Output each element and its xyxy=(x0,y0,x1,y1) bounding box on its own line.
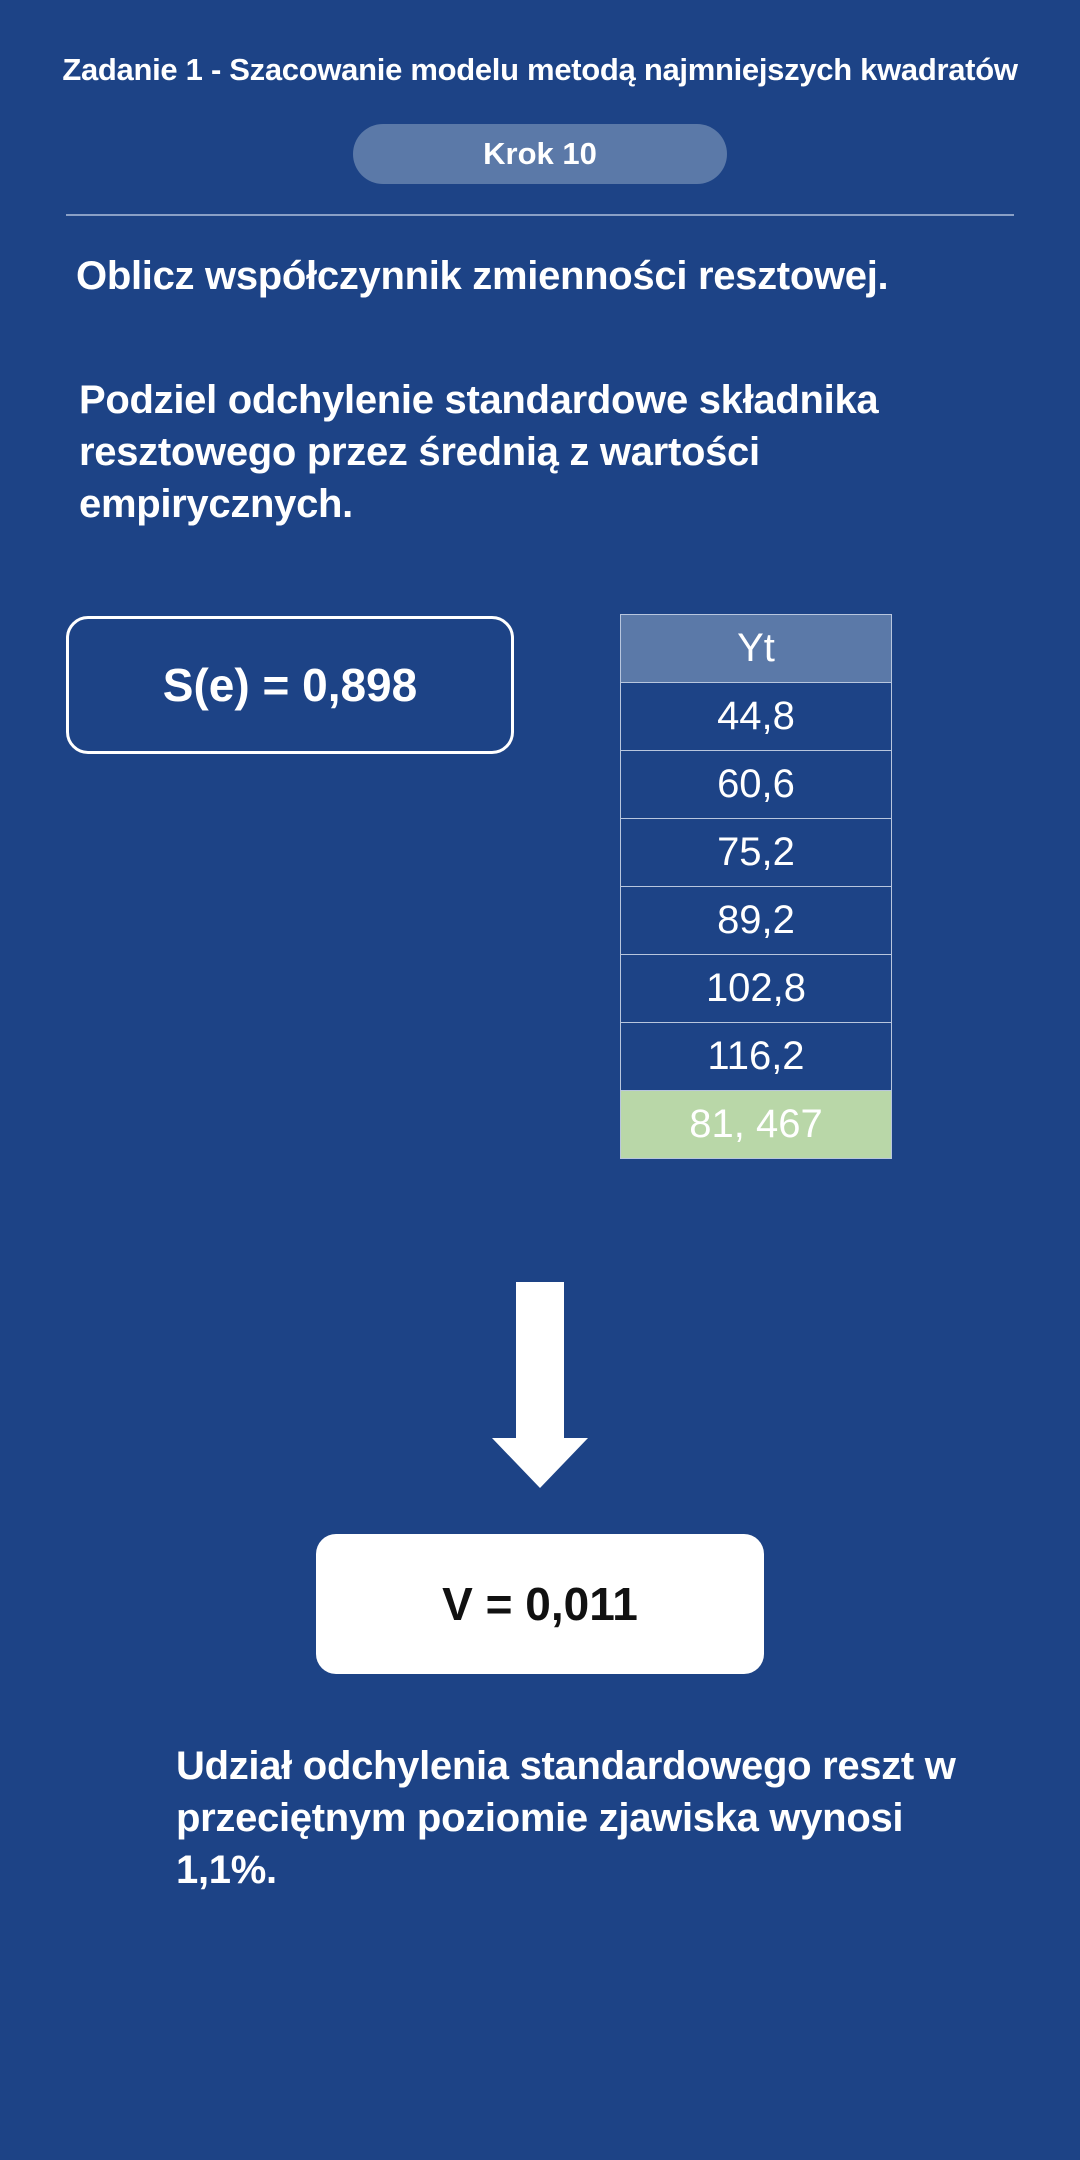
step-badge: Krok 10 xyxy=(353,124,727,184)
step-label: Krok 10 xyxy=(483,136,597,171)
header-divider xyxy=(66,214,1014,216)
yt-cell: 116,2 xyxy=(620,1022,892,1091)
table-mean-row: 81, 467 xyxy=(620,1090,892,1159)
yt-cell: 44,8 xyxy=(620,682,892,751)
yt-table: Yt 44,8 60,6 75,2 89,2 102,8 116,2 81, 4… xyxy=(620,614,892,1159)
hint-text: Podziel odchylenie standardowe składnika… xyxy=(79,378,879,526)
table-row: 44,8 xyxy=(620,682,892,751)
yt-column-header: Yt xyxy=(620,614,892,683)
arrow-down-icon xyxy=(492,1282,588,1488)
yt-cell: 75,2 xyxy=(620,818,892,887)
table-header-row: Yt xyxy=(620,614,892,683)
yt-cell: 102,8 xyxy=(620,954,892,1023)
residual-std-box: S(e) = 0,898 xyxy=(66,616,514,754)
yt-mean-cell: 81, 467 xyxy=(620,1090,892,1159)
yt-cell: 89,2 xyxy=(620,886,892,955)
table-row: 102,8 xyxy=(620,954,892,1023)
result-box: V = 0,011 xyxy=(316,1534,764,1674)
table-row: 75,2 xyxy=(620,818,892,887)
task-title: Zadanie 1 - Szacowanie modelu metodą naj… xyxy=(62,52,1018,87)
table-row: 89,2 xyxy=(620,886,892,955)
result-value: V = 0,011 xyxy=(442,1578,638,1630)
table-row: 116,2 xyxy=(620,1022,892,1091)
conclusion-text: Udział odchylenia standardowego reszt w … xyxy=(176,1744,956,1892)
table-row: 60,6 xyxy=(620,750,892,819)
residual-std-value: S(e) = 0,898 xyxy=(162,659,418,711)
instruction-text: Oblicz współczynnik zmienności resztowej… xyxy=(76,254,889,298)
yt-cell: 60,6 xyxy=(620,750,892,819)
